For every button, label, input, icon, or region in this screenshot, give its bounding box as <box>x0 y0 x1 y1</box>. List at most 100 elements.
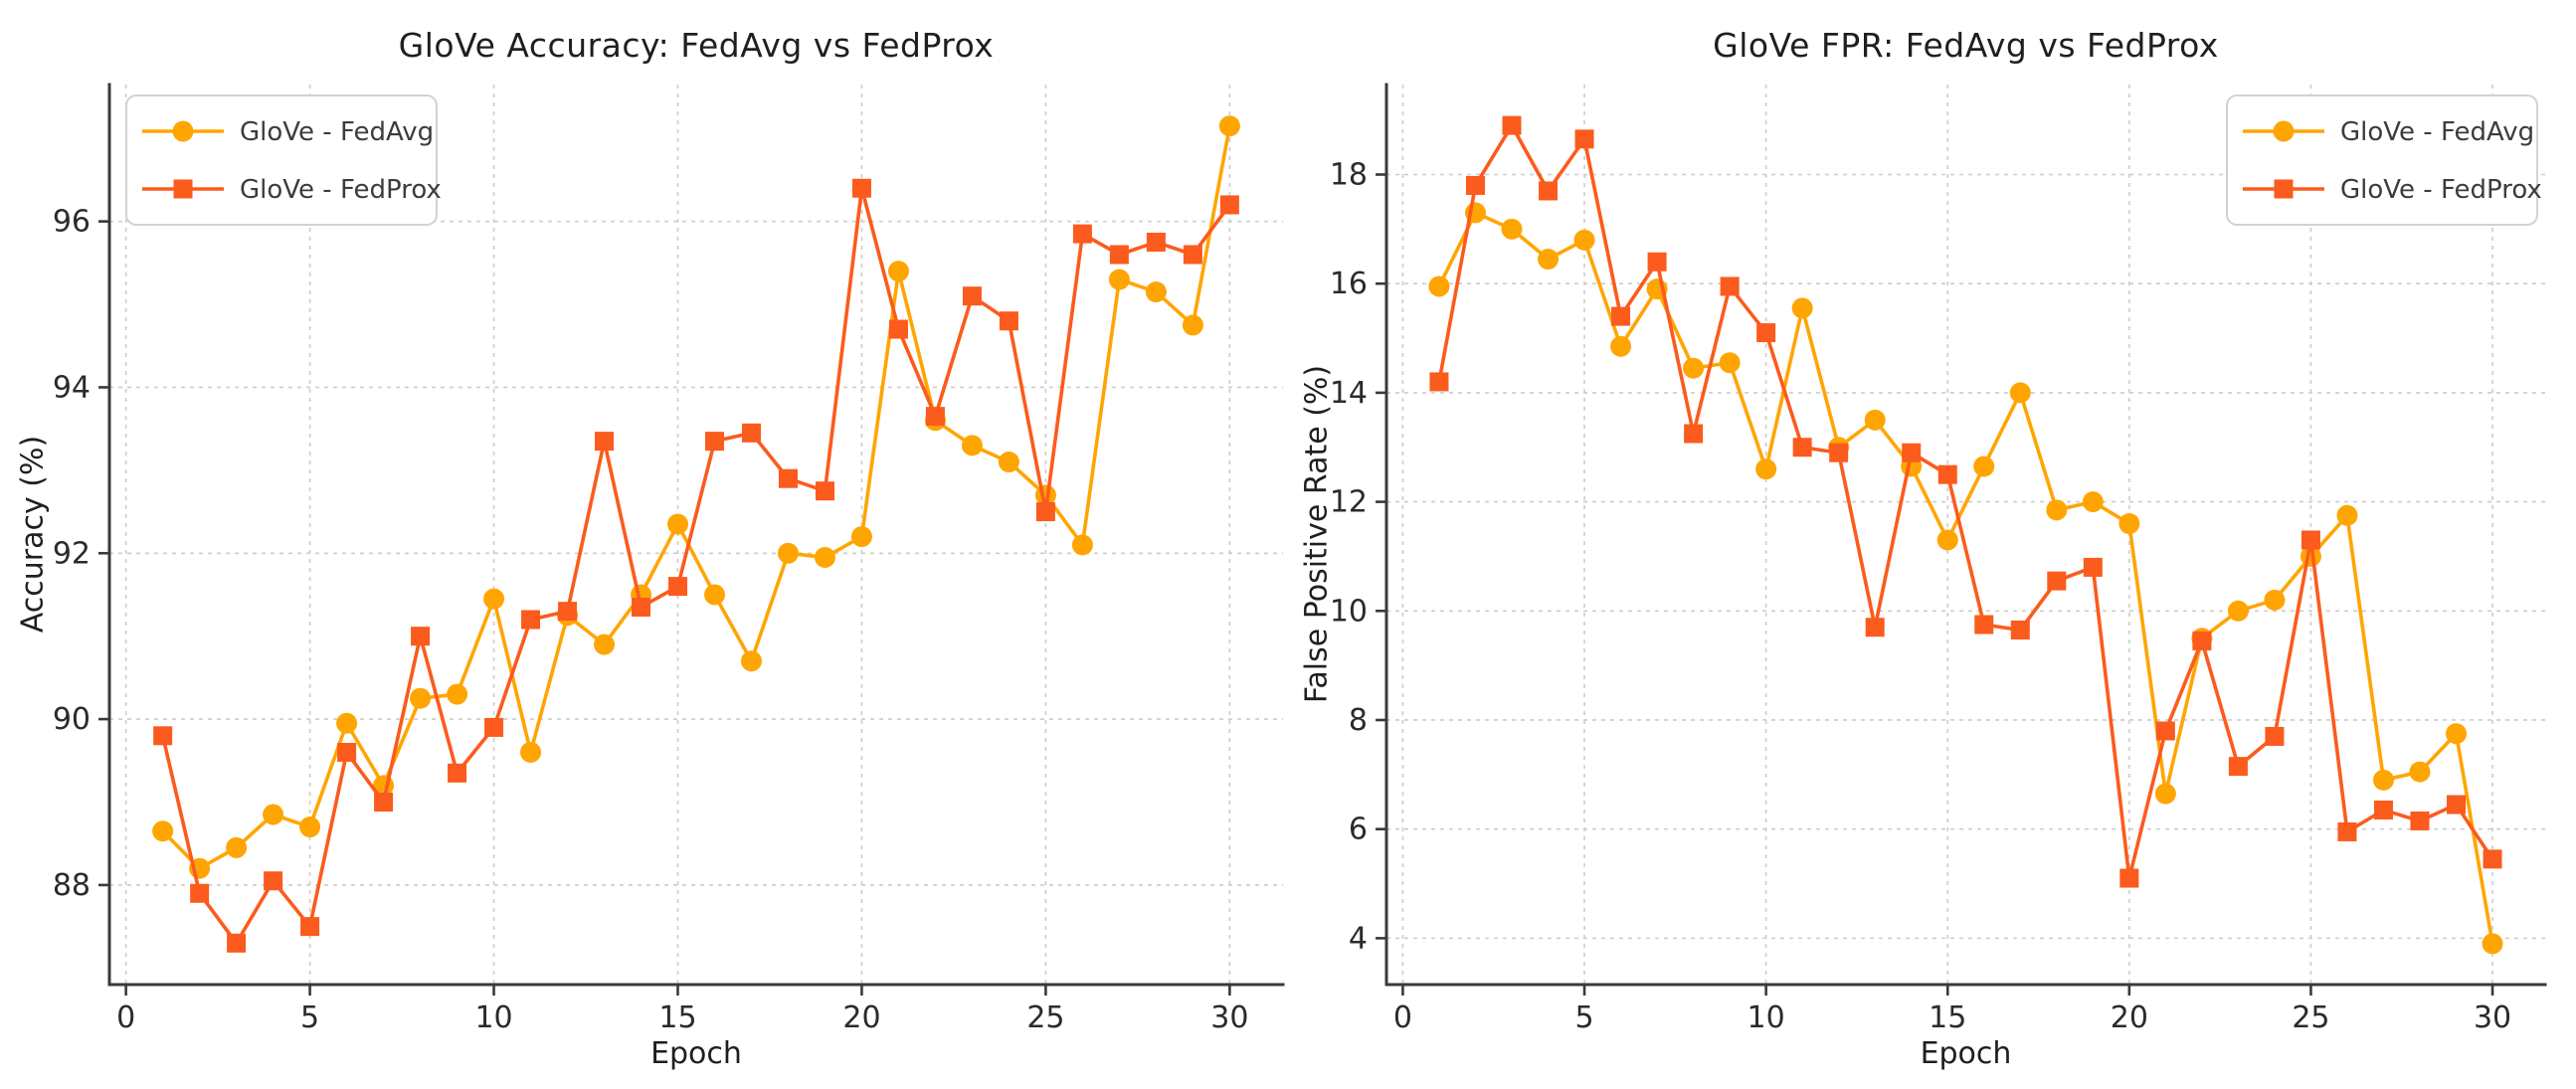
data-point-marker <box>2192 631 2212 650</box>
data-point-marker <box>703 584 725 606</box>
data-point-marker <box>1720 276 1740 296</box>
x-tick-label: 30 <box>2474 1000 2511 1035</box>
data-point-marker <box>2265 726 2285 746</box>
legend-circle-marker-icon <box>172 120 194 142</box>
data-point-marker <box>999 311 1018 331</box>
data-point-marker <box>2118 513 2140 535</box>
legend: GloVe - FedAvg GloVe - FedProx <box>2226 94 2542 226</box>
x-tick-label: 20 <box>842 1000 880 1035</box>
data-point-marker <box>484 717 504 737</box>
axes-spines <box>107 83 1285 987</box>
data-point-marker <box>925 407 945 427</box>
data-point-marker <box>1974 615 1994 635</box>
x-tick-label: 20 <box>2111 1000 2148 1035</box>
data-point-marker <box>1501 218 1523 240</box>
y-tick-label: 16 <box>1330 267 1368 301</box>
series-line <box>1437 211 2494 945</box>
data-point-marker <box>1611 306 1631 326</box>
data-point-marker <box>411 627 431 646</box>
data-point-marker <box>1071 534 1093 556</box>
legend-circle-marker-icon <box>2273 120 2295 142</box>
data-point-marker <box>152 820 174 842</box>
data-point-marker <box>850 526 872 548</box>
y-tick-label: 8 <box>1349 703 1368 738</box>
data-point-marker <box>632 597 651 617</box>
series-line <box>1437 123 2494 880</box>
y-tick-label: 10 <box>1330 594 1368 629</box>
data-point-marker <box>2227 600 2249 622</box>
data-point-marker <box>2082 491 2104 513</box>
y-tick-label: 96 <box>53 205 91 240</box>
x-axis-label-accuracy: Epoch <box>650 1036 742 1071</box>
y-tick-label: 14 <box>1330 376 1368 411</box>
data-point-marker <box>1937 464 1957 484</box>
data-point-marker <box>1108 269 1130 290</box>
data-point-marker <box>1035 502 1055 522</box>
legend-square-marker-icon <box>2274 179 2294 199</box>
x-tick-label: 15 <box>658 1000 696 1035</box>
data-point-marker <box>374 792 394 812</box>
data-point-marker <box>814 546 835 568</box>
data-point-marker <box>2409 761 2431 783</box>
data-point-marker <box>1218 115 1240 137</box>
data-point-marker <box>1539 181 1559 201</box>
y-tick-label: 18 <box>1330 158 1368 193</box>
data-point-marker <box>1502 115 1522 135</box>
data-point-marker <box>998 452 1019 473</box>
y-tick-label: 92 <box>53 536 91 571</box>
data-point-marker <box>777 542 799 564</box>
data-point-marker <box>1902 443 1922 462</box>
data-point-marker <box>2300 530 2320 550</box>
data-point-marker <box>2083 557 2103 577</box>
data-point-marker <box>448 763 467 783</box>
data-point-marker <box>521 610 541 630</box>
data-point-marker <box>1072 224 1092 244</box>
data-point-marker <box>2154 783 2176 805</box>
data-point-marker <box>1829 443 1849 462</box>
data-point-marker <box>1574 129 1594 149</box>
data-point-marker <box>226 836 248 858</box>
data-point-marker <box>2119 868 2139 888</box>
data-point-marker <box>1610 335 1632 357</box>
data-point-marker <box>1755 458 1777 480</box>
series-glove-fedavg <box>1428 202 2503 955</box>
data-point-marker <box>2447 795 2467 815</box>
legend-label: GloVe - FedProx <box>240 175 442 205</box>
data-point-marker <box>2336 504 2358 526</box>
axes-spines <box>1384 83 2547 987</box>
data-point-marker <box>1429 372 1449 392</box>
data-point-marker <box>1684 424 1704 444</box>
data-point-marker <box>1146 232 1166 252</box>
x-tick-label: 5 <box>300 1000 319 1035</box>
data-point-marker <box>1428 275 1450 297</box>
data-point-marker <box>2482 933 2503 955</box>
series-line <box>161 125 1232 871</box>
data-point-marker <box>2047 571 2067 591</box>
data-point-marker <box>1109 245 1129 265</box>
data-point-marker <box>740 650 762 672</box>
data-point-marker <box>2483 849 2502 869</box>
x-tick-label: 25 <box>2292 1000 2329 1035</box>
data-point-marker <box>1182 314 1203 336</box>
data-point-marker <box>668 577 688 597</box>
data-point-marker <box>2264 589 2286 611</box>
x-tick-label: 10 <box>1748 1000 1785 1035</box>
data-point-marker <box>2046 499 2068 521</box>
tick-marks-and-labels: 0 5 10 15 20 25 30 4 6 8 10 12 14 16 18 <box>1330 158 2511 1036</box>
x-tick-label: 5 <box>1574 1000 1593 1035</box>
data-point-marker <box>2009 382 2031 404</box>
chart-title-accuracy: GloVe Accuracy: FedAvg vs FedProx <box>398 26 995 65</box>
data-point-marker <box>1145 281 1167 303</box>
data-point-marker <box>410 687 432 709</box>
data-point-marker <box>961 435 983 456</box>
y-tick-label: 88 <box>53 868 91 903</box>
data-point-marker <box>300 917 320 937</box>
data-point-marker <box>778 468 798 488</box>
data-point-marker <box>888 319 908 339</box>
data-point-marker <box>1792 438 1812 457</box>
x-tick-label: 15 <box>1929 1000 1966 1035</box>
legend: GloVe - FedAvg GloVe - FedProx <box>125 94 442 226</box>
